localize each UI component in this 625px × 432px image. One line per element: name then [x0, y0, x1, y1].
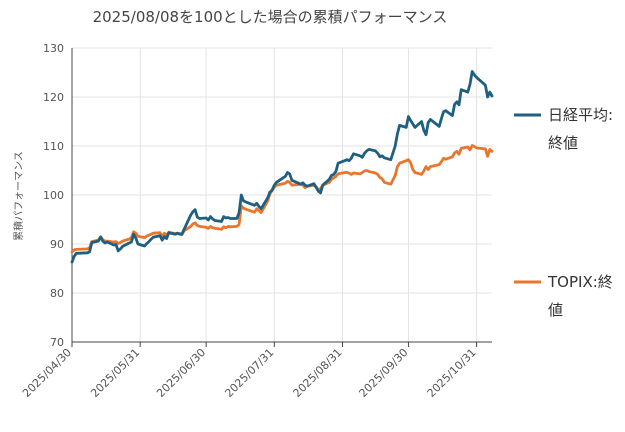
grid-lines — [71, 47, 492, 343]
y-tick-label: 110 — [43, 140, 64, 153]
legend: 日経平均: 終値 TOPIX:終値 — [514, 106, 613, 319]
legend-label: 終値 — [548, 134, 578, 152]
legend-item-topix: TOPIX:終値 — [514, 273, 613, 319]
y-tick-label: 120 — [43, 91, 64, 104]
x-tick-label: 2025/09/30 — [357, 346, 411, 400]
series-line-topix — [70, 144, 494, 254]
legend-label: 日経平均: — [548, 106, 613, 124]
series-line-nikkei — [70, 70, 494, 264]
x-tick-label: 2025/07/31 — [222, 346, 276, 400]
x-axis-ticks: 2025/04/30 2025/05/31 2025/06/30 2025/07/31… — [20, 342, 479, 400]
legend-item-nikkei: 日経平均: 終値 — [514, 106, 613, 152]
y-tick-label: 100 — [43, 189, 64, 202]
chart-title: 2025/08/08を100とした場合の累積パフォーマンス — [93, 8, 448, 26]
x-tick-label: 2025/05/31 — [88, 346, 142, 400]
y-tick-label: 70 — [50, 336, 64, 349]
x-tick-label: 2025/10/31 — [425, 346, 479, 400]
y-axis-ticks: 70 80 90 100 110 120 130 — [43, 42, 64, 349]
legend-label: 値 — [548, 301, 563, 319]
y-tick-label: 80 — [50, 287, 64, 300]
legend-label: TOPIX:終 — [547, 273, 613, 291]
x-tick-label: 2025/08/31 — [291, 346, 345, 400]
y-axis-label: 累積パフォーマンス — [12, 151, 25, 241]
x-tick-label: 2025/04/30 — [20, 346, 74, 400]
x-tick-label: 2025/06/30 — [154, 346, 208, 400]
y-tick-label: 90 — [50, 238, 64, 251]
series-lines — [70, 70, 494, 264]
y-tick-label: 130 — [43, 42, 64, 55]
